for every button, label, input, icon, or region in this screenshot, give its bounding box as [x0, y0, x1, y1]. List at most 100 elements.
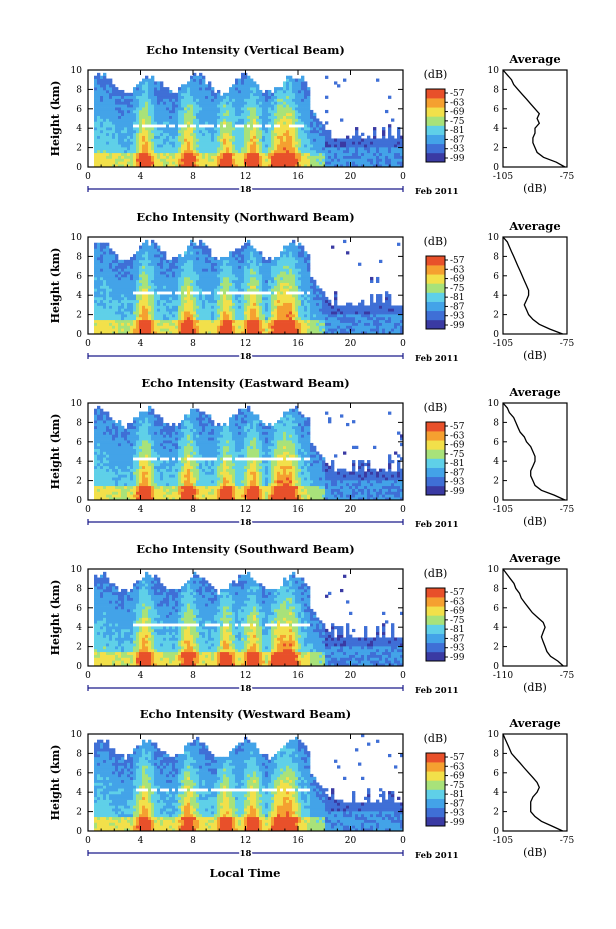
- avg-x-tick-label: -105: [493, 836, 513, 846]
- avg-x-tick-label: -105: [493, 339, 513, 349]
- x-tick-label: 12: [240, 339, 251, 349]
- colorbar-swatch: [426, 771, 445, 781]
- colorbar-tick-label: -99: [450, 653, 465, 663]
- y-tick-label: 8: [76, 584, 82, 594]
- date-label: Feb 2011: [415, 187, 459, 197]
- avg-x-tick-label: -75: [560, 505, 575, 515]
- colorbar-tick-label: -87: [450, 799, 465, 809]
- colorbar-tick-label: -57: [450, 588, 465, 598]
- avg-y-tick-label: 4: [493, 291, 499, 301]
- x-tick-label: 4: [138, 339, 144, 349]
- y-tick-label: 2: [76, 477, 82, 487]
- colorbar-swatch: [426, 642, 445, 653]
- colorbar-swatch: [426, 588, 445, 598]
- colorbar: [426, 89, 445, 163]
- average-title: Average: [508, 385, 560, 399]
- colorbar: [426, 588, 445, 662]
- y-tick-label: 10: [71, 66, 83, 76]
- y-tick-label: 0: [76, 163, 82, 173]
- y-tick-label: 8: [76, 749, 82, 759]
- colorbar-swatch: [426, 816, 445, 827]
- average-frame: [502, 733, 568, 832]
- date-day-label: 18: [240, 849, 252, 859]
- colorbar-swatch: [426, 125, 445, 135]
- colorbar-swatch: [426, 485, 445, 496]
- average-title: Average: [508, 52, 560, 66]
- colorbar-swatch: [426, 134, 445, 145]
- avg-x-tick-label: -75: [560, 339, 575, 349]
- avg-y-tick-label: 4: [493, 124, 499, 134]
- panel-title: Echo Intensity (Northward Beam): [136, 210, 354, 224]
- colorbar-tick-label: -69: [450, 275, 465, 285]
- x-tick-label: 0: [85, 671, 91, 681]
- x-tick-label: 16: [292, 836, 304, 846]
- avg-y-tick-label: 0: [493, 163, 499, 173]
- colorbar-swatch: [426, 319, 445, 330]
- x-tick-label: 4: [138, 172, 144, 182]
- avg-y-tick-label: 0: [493, 827, 499, 837]
- average-profile-line: [502, 236, 563, 335]
- avg-y-tick-label: 10: [488, 565, 500, 575]
- y-tick-label: 2: [76, 808, 82, 818]
- colorbar-unit: (dB): [424, 401, 448, 414]
- avg-y-tick-label: 2: [493, 808, 499, 818]
- colorbar-tick-label: -81: [450, 459, 465, 469]
- panel-title: Echo Intensity (Westward Beam): [140, 707, 351, 721]
- colorbar-swatch: [426, 256, 445, 266]
- colorbar-swatch: [426, 615, 445, 625]
- x-tick-label: 0: [85, 505, 91, 515]
- avg-y-tick-label: 8: [493, 749, 499, 759]
- panel-title: Echo Intensity (Vertical Beam): [146, 43, 345, 57]
- x-tick-label: 16: [292, 339, 304, 349]
- colorbar-tick-label: -57: [450, 422, 465, 432]
- y-tick-label: 0: [76, 496, 82, 506]
- colorbar-tick-label: -75: [450, 117, 465, 127]
- colorbar: [426, 256, 445, 330]
- colorbar-tick-label: -75: [450, 781, 465, 791]
- colorbar-tick-label: -93: [450, 478, 465, 488]
- colorbar-tick-label: -63: [450, 98, 465, 108]
- colorbar-tick-label: -69: [450, 108, 465, 118]
- colorbar-swatch: [426, 292, 445, 302]
- average-profile-line: [502, 568, 564, 667]
- colorbar-swatch: [426, 780, 445, 790]
- avg-x-tick-label: -75: [560, 172, 575, 182]
- avg-y-tick-label: 10: [488, 66, 500, 76]
- date-label: Feb 2011: [415, 354, 459, 364]
- colorbar-tick-label: -81: [450, 126, 465, 136]
- avg-y-tick-label: 6: [493, 272, 499, 282]
- heatmap-cells: [94, 571, 404, 667]
- date-day-label: 18: [240, 684, 252, 694]
- colorbar-tick-label: -93: [450, 809, 465, 819]
- avg-y-tick-label: 2: [493, 311, 499, 321]
- average-title: Average: [508, 716, 560, 730]
- colorbar-swatch: [426, 98, 445, 108]
- colorbar-unit: (dB): [424, 235, 448, 248]
- x-tick-label: 16: [292, 671, 304, 681]
- colorbar: [426, 753, 445, 827]
- colorbar: [426, 422, 445, 496]
- colorbar-swatch: [426, 440, 445, 450]
- x-tick-label: 4: [138, 671, 144, 681]
- date-day-label: 18: [240, 518, 252, 528]
- avg-y-tick-label: 4: [493, 788, 499, 798]
- colorbar-swatch: [426, 116, 445, 126]
- colorbar-frame: [425, 421, 446, 496]
- y-tick-label: 4: [76, 124, 82, 134]
- avg-y-tick-label: 6: [493, 105, 499, 115]
- x-tick-label: 8: [190, 505, 196, 515]
- average-title: Average: [508, 219, 560, 233]
- colorbar-tick-label: -99: [450, 487, 465, 497]
- average-xlabel: (dB): [523, 681, 547, 694]
- colorbar-swatch: [426, 789, 445, 799]
- heatmap-cells: [94, 405, 404, 501]
- colorbar-tick-label: -69: [450, 772, 465, 782]
- x-tick-label: 0: [400, 505, 406, 515]
- avg-x-tick-label: -105: [493, 505, 513, 515]
- colorbar-swatch: [426, 422, 445, 432]
- colorbar-swatch: [426, 310, 445, 321]
- y-tick-label: 4: [76, 623, 82, 633]
- y-tick-label: 10: [71, 233, 83, 243]
- x-tick-label: 0: [400, 671, 406, 681]
- average-profile-line: [502, 733, 563, 832]
